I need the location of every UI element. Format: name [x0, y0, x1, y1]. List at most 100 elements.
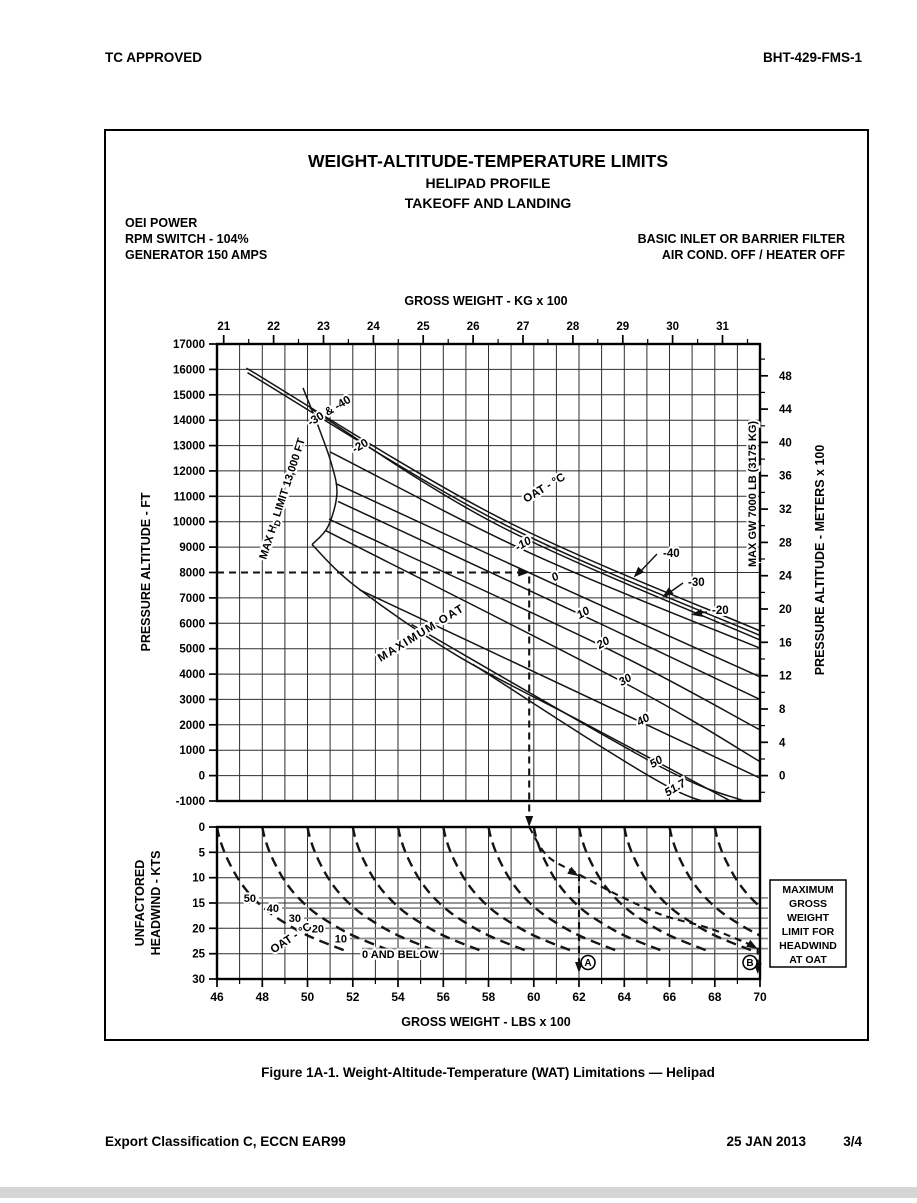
figure-subtitle-1: HELIPAD PROFILE — [426, 175, 551, 191]
window-bottom-strip — [0, 1187, 917, 1198]
lbs-tick-label: 54 — [391, 990, 405, 1004]
ft-tick-label: 9000 — [179, 542, 205, 554]
axis-title-headwind-line2: HEADWIND - KTS — [149, 851, 163, 956]
marker-a: A — [584, 958, 591, 969]
figure-title: WEIGHT-ALTITUDE-TEMPERATURE LIMITS — [308, 151, 668, 171]
side-box-line: GROSS — [789, 898, 827, 910]
side-box-line: LIMIT FOR — [782, 926, 835, 938]
kg-tick-label: 25 — [417, 321, 430, 333]
kts-tick-label: 5 — [199, 847, 206, 859]
kg-tick-label: 30 — [666, 321, 679, 333]
headwind-oat-label: 30 — [289, 913, 301, 925]
axis-title-pressure-altitude-ft: PRESSURE ALTITUDE - FT — [139, 492, 153, 651]
ft-tick-label: 13000 — [173, 441, 205, 453]
figure-subtitle-2: TAKEOFF AND LANDING — [405, 195, 572, 211]
meters-tick-label: 40 — [779, 437, 792, 449]
condition-generator: GENERATOR 150 AMPS — [125, 248, 267, 262]
meters-tick-label: 20 — [779, 604, 792, 616]
lbs-tick-label: 66 — [663, 990, 677, 1004]
axis-title-pressure-altitude-m: PRESSURE ALTITUDE - METERS x 100 — [813, 445, 827, 676]
side-box-line: MAXIMUM — [782, 884, 834, 896]
ft-tick-label: 0 — [199, 771, 205, 783]
headwind-oat-label: 10 — [335, 933, 347, 945]
axis-ticks: 21 22 23 24 25 26 27 28 29 30 31-10000100020003000… — [173, 321, 792, 1004]
kg-tick-label: 22 — [267, 321, 280, 333]
meters-tick-label: 12 — [779, 671, 792, 683]
headwind-zero-label: 0 AND BELOW — [362, 949, 439, 961]
label-max-gw-7000lb: MAX GW 7000 LB (3175 KG) — [747, 421, 759, 567]
lbs-tick-label: 70 — [753, 990, 767, 1004]
lbs-tick-label: 62 — [572, 990, 586, 1004]
condition-filter: BASIC INLET OR BARRIER FILTER — [638, 232, 845, 246]
meters-tick-label: 32 — [779, 504, 792, 516]
oat-callout-label: -40 — [663, 548, 680, 560]
footer-export-classification: Export Classification C, ECCN EAR99 — [105, 1134, 346, 1149]
kts-tick-label: 15 — [192, 898, 205, 910]
meters-tick-label: 24 — [779, 571, 792, 583]
side-box-line: WEIGHT — [787, 912, 830, 924]
oat-callout-label: -20 — [712, 605, 729, 617]
meters-tick-label: 8 — [779, 704, 786, 716]
ft-tick-label: 12000 — [173, 466, 205, 478]
lbs-tick-label: 58 — [482, 990, 496, 1004]
figure-border — [104, 129, 869, 1041]
ft-tick-label: 2000 — [179, 720, 205, 732]
side-box-line: AT OAT — [789, 954, 827, 966]
oat-callout-label: -30 — [688, 577, 705, 589]
meters-tick-label: 4 — [779, 737, 786, 749]
condition-oei-power: OEI POWER — [125, 216, 197, 230]
kg-tick-label: 29 — [616, 321, 629, 333]
headwind-oat-label: 40 — [267, 903, 279, 915]
ft-tick-label: 8000 — [179, 568, 205, 580]
header-right: BHT-429-FMS-1 — [763, 50, 863, 65]
kg-tick-label: 28 — [566, 321, 579, 333]
ft-tick-label: 4000 — [179, 669, 205, 681]
kts-tick-label: 20 — [192, 923, 205, 935]
ft-tick-label: 3000 — [179, 694, 205, 706]
kg-tick-label: 27 — [517, 321, 530, 333]
meters-tick-label: 28 — [779, 537, 792, 549]
ft-tick-label: 15000 — [173, 390, 205, 402]
meters-tick-label: 0 — [779, 771, 785, 783]
meters-tick-label: 44 — [779, 404, 792, 416]
footer-page-number: 3/4 — [843, 1134, 862, 1149]
ft-tick-label: 10000 — [173, 517, 205, 529]
headwind-oat-label: 50 — [244, 893, 256, 905]
headwind-oat-curves — [217, 827, 760, 952]
ft-tick-label: 16000 — [173, 364, 205, 376]
lbs-tick-label: 56 — [437, 990, 451, 1004]
axis-title-lbs: GROSS WEIGHT - LBS x 100 — [401, 1015, 571, 1029]
meters-tick-label: 36 — [779, 471, 792, 483]
headwind-oat-label: 20 — [312, 923, 324, 935]
ft-tick-label: 1000 — [179, 745, 205, 757]
kg-tick-label: 26 — [467, 321, 480, 333]
kg-tick-label: 23 — [317, 321, 330, 333]
ft-tick-label: 14000 — [173, 415, 205, 427]
lbs-tick-label: 68 — [708, 990, 722, 1004]
ft-tick-label: 5000 — [179, 644, 205, 656]
meters-tick-label: 16 — [779, 637, 792, 649]
lbs-tick-label: 50 — [301, 990, 315, 1004]
lbs-tick-label: 52 — [346, 990, 360, 1004]
footer-date: 25 JAN 2013 — [726, 1134, 806, 1149]
lbs-tick-label: 48 — [256, 990, 270, 1004]
meters-tick-label: 48 — [779, 371, 792, 383]
figure-caption: Figure 1A-1. Weight-Altitude-Temperature… — [261, 1065, 715, 1080]
kts-tick-label: 30 — [192, 974, 205, 986]
kg-tick-label: 24 — [367, 321, 380, 333]
kts-tick-label: 0 — [199, 822, 205, 834]
ft-tick-label: 17000 — [173, 339, 205, 351]
kg-tick-label: 31 — [716, 321, 729, 333]
kts-tick-label: 25 — [192, 949, 205, 961]
wat-oat-curves — [246, 367, 760, 801]
side-box-line: HEADWIND — [779, 940, 837, 952]
ft-tick-label: 11000 — [174, 491, 205, 503]
ft-tick-label: -1000 — [176, 796, 205, 808]
marker-b: B — [746, 958, 753, 969]
axis-title-headwind-line1: UNFACTORED — [133, 860, 147, 947]
condition-aircond-heater: AIR COND. OFF / HEATER OFF — [662, 248, 845, 262]
lower-chart-grid — [217, 827, 760, 979]
